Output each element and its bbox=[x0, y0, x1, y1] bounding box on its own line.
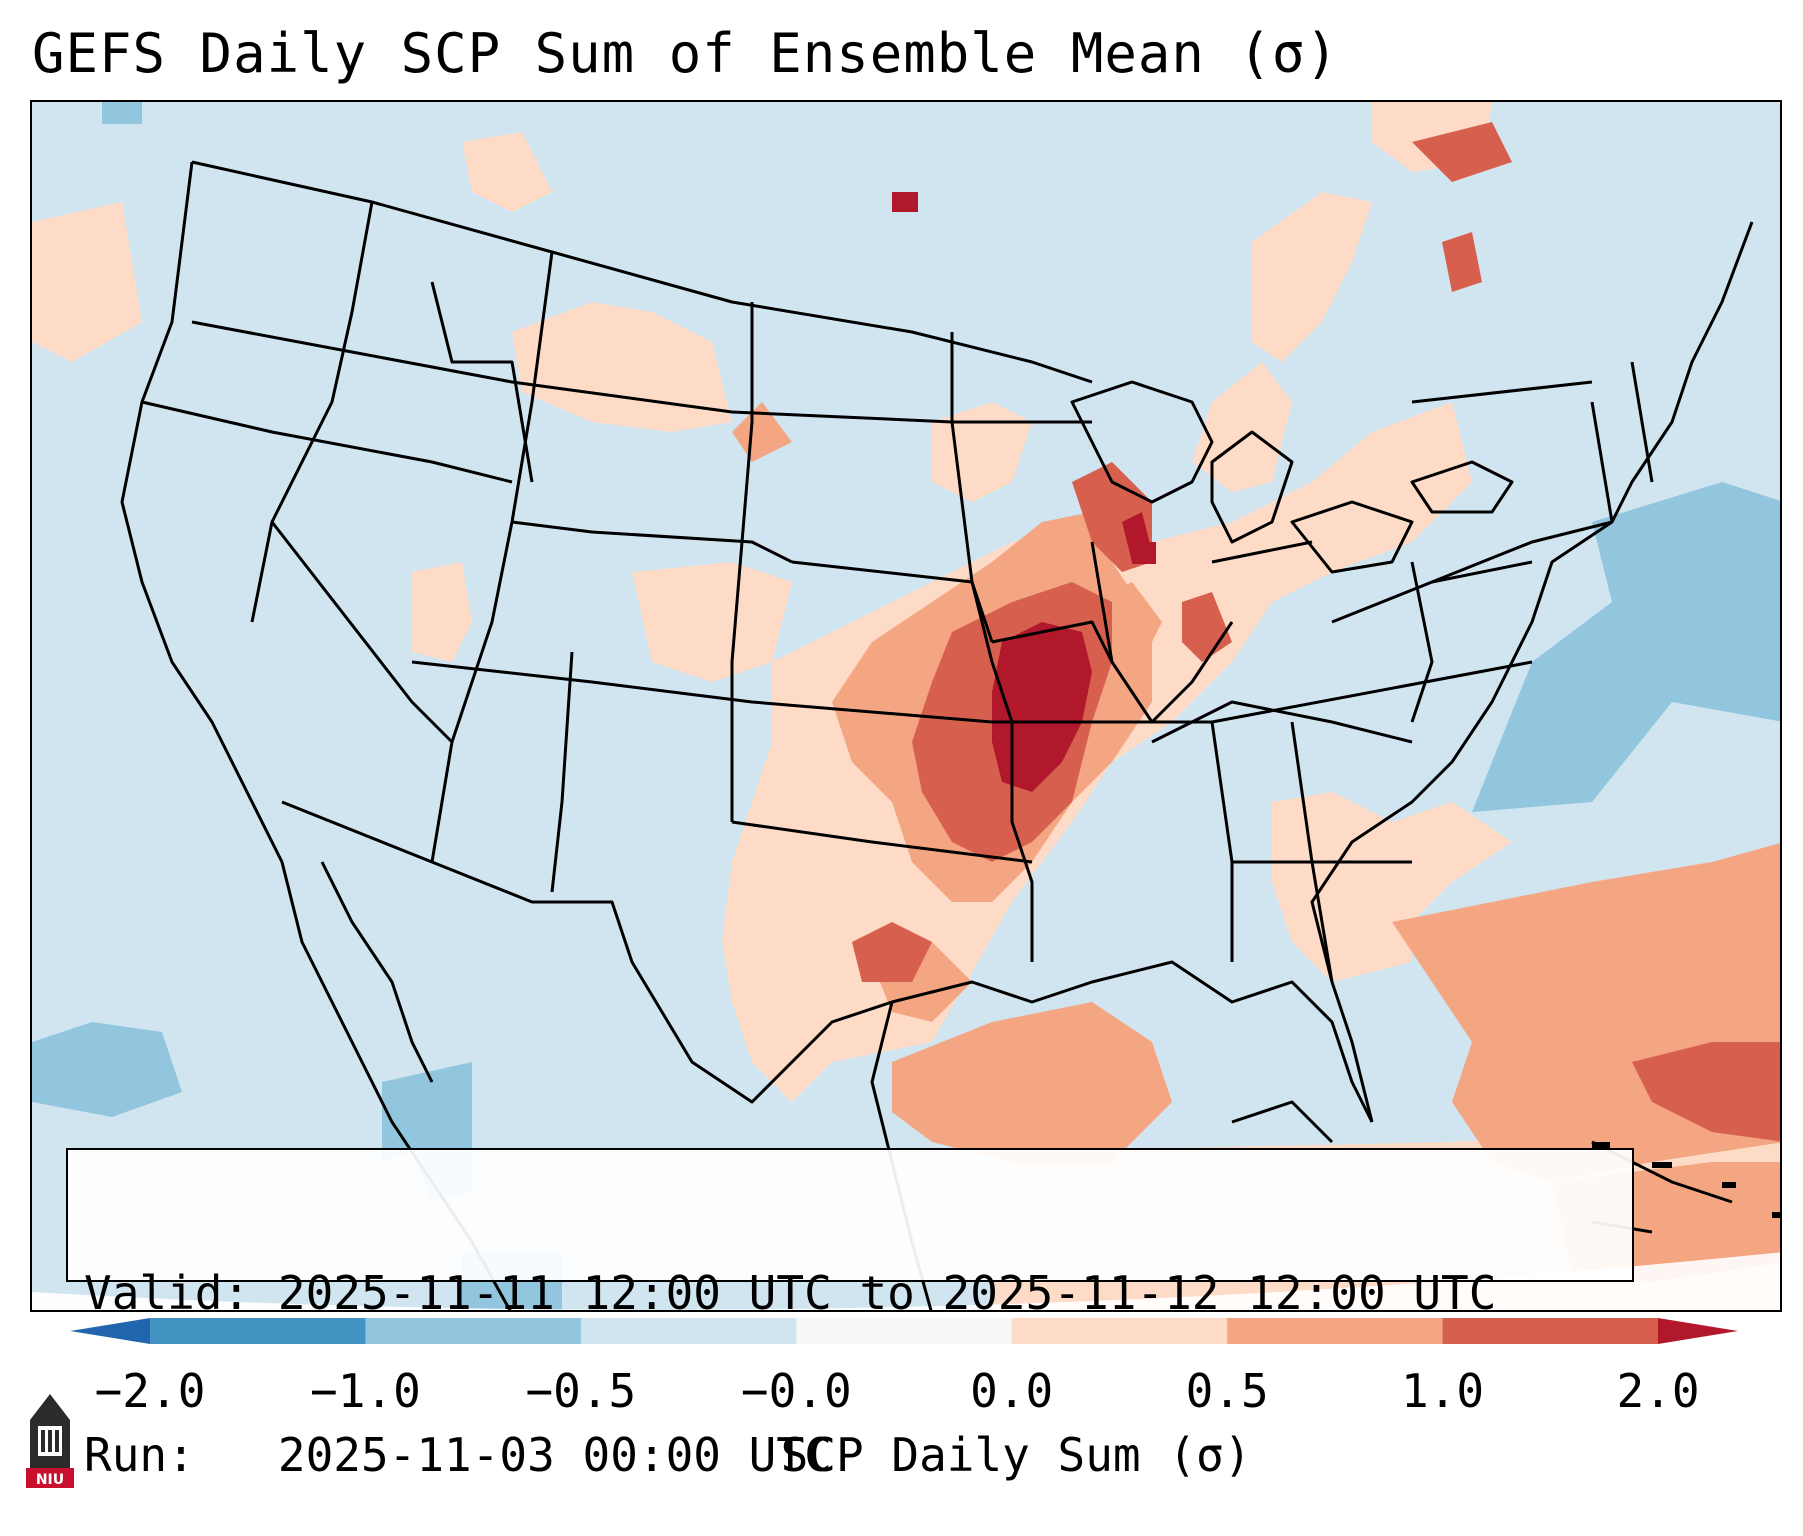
colorbar-bin bbox=[1011, 1318, 1228, 1344]
run-label: Run: bbox=[84, 1428, 195, 1482]
colorbar-tick-label: 0.5 bbox=[1185, 1364, 1269, 1418]
colorbar-tick-label: −0.5 bbox=[525, 1364, 637, 1418]
colorbar-tick-label: −1.0 bbox=[310, 1364, 421, 1418]
logo-text: NIU bbox=[36, 1472, 64, 1488]
page-title: GEFS Daily SCP Sum of Ensemble Mean (σ) bbox=[32, 22, 1339, 85]
extreme-positive-anomaly-patches bbox=[892, 192, 1156, 792]
colorbar-tick-label: −0.0 bbox=[740, 1364, 852, 1418]
colorbar-bin bbox=[365, 1318, 582, 1344]
colorbar-bin bbox=[1227, 1318, 1444, 1344]
valid-label: Valid: bbox=[84, 1266, 251, 1320]
colorbar-extend-low bbox=[70, 1318, 150, 1344]
colorbar-bin bbox=[150, 1318, 366, 1344]
state-borders bbox=[120, 160, 1754, 1144]
valid-row: Valid: 2025-11-11 12:00 UTC to 2025-11-1… bbox=[84, 1266, 1632, 1320]
colorbar-tick-label: −2.0 bbox=[94, 1364, 206, 1418]
colorbar-extend-high bbox=[1658, 1318, 1738, 1344]
run-value: 2025-11-03 00:00 UTC bbox=[277, 1428, 832, 1482]
colorbar-label: SCP Daily Sum (σ) bbox=[780, 1428, 1252, 1482]
scp-map bbox=[32, 102, 1780, 1310]
colorbar bbox=[70, 1318, 1738, 1344]
valid-value: 2025-11-11 12:00 UTC to 2025-11-12 12:00… bbox=[277, 1266, 1497, 1320]
colorbar-bin bbox=[580, 1318, 797, 1344]
colorbar-bin bbox=[1442, 1318, 1659, 1344]
colorbar-svg bbox=[70, 1318, 1738, 1344]
run-row: Run: 2025-11-03 00:00 UTC bbox=[84, 1428, 1632, 1482]
colorbar-bin bbox=[796, 1318, 1013, 1344]
domain-edge bbox=[32, 1252, 1780, 1310]
island-marks bbox=[1592, 1142, 1780, 1218]
colorbar-bins bbox=[150, 1318, 1659, 1344]
colorbar-tick-label: 0.0 bbox=[970, 1364, 1054, 1418]
colorbar-tick-label: 1.0 bbox=[1401, 1364, 1485, 1418]
validity-info-box: Valid: 2025-11-11 12:00 UTC to 2025-11-1… bbox=[66, 1148, 1634, 1482]
map-panel bbox=[30, 100, 1782, 1312]
niu-logo-icon: NIU bbox=[22, 1390, 78, 1490]
colorbar-tick-label: 2.0 bbox=[1616, 1364, 1700, 1418]
